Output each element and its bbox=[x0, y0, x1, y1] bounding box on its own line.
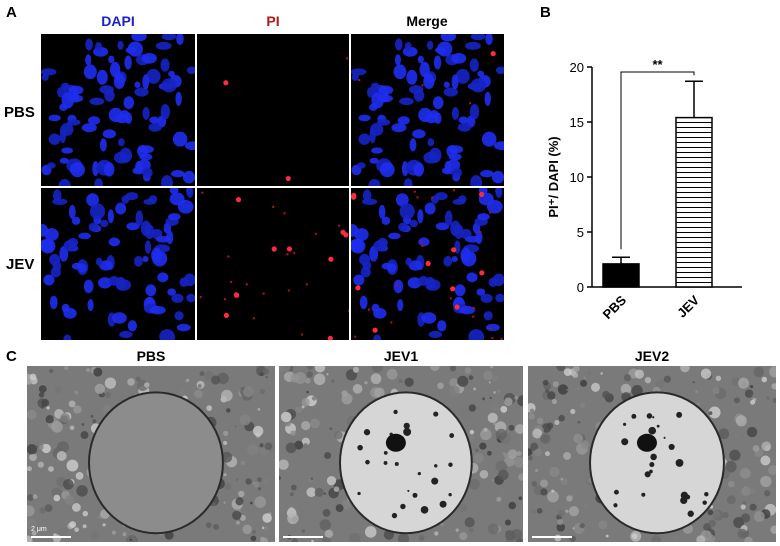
panel-c-letter: C bbox=[6, 348, 17, 365]
em-image-pbs: 2 μm bbox=[27, 366, 275, 542]
x-tick-label: JEV bbox=[674, 292, 702, 320]
column-header-merge: Merge bbox=[406, 13, 448, 29]
em-title-jev2: JEV2 bbox=[634, 348, 670, 364]
y-tick-label: 20 bbox=[570, 60, 584, 75]
y-tick-label: 10 bbox=[570, 170, 584, 185]
y-tick-label: 15 bbox=[570, 115, 584, 130]
bar-jev bbox=[675, 116, 713, 288]
tile-pi-pbs bbox=[197, 34, 349, 186]
row-label-pbs: PBS bbox=[4, 104, 35, 121]
tile-dapi-pbs bbox=[41, 34, 195, 186]
row-label-jev: JEV bbox=[6, 256, 35, 273]
scale-bar bbox=[532, 536, 572, 538]
y-tick-label: 5 bbox=[577, 225, 584, 240]
em-title-jev1: JEV1 bbox=[383, 348, 419, 364]
scale-bar bbox=[283, 536, 323, 538]
panel-a-letter: A bbox=[6, 4, 17, 21]
y-axis-label: PI⁺/ DAPI (%) bbox=[546, 136, 561, 217]
significance-label: ** bbox=[652, 57, 663, 72]
panel-b-letter: B bbox=[540, 4, 551, 21]
scale-bar-label: 2 μm bbox=[31, 526, 47, 533]
tile-merge-jev bbox=[351, 188, 504, 340]
bar-pbs bbox=[602, 263, 640, 288]
em-image-jev1 bbox=[279, 366, 523, 542]
bar-chart: 0 5 10 15 20 PI⁺/ DAPI (%) PBS JEV ** bbox=[546, 57, 742, 322]
scale-bar bbox=[31, 536, 71, 538]
tile-merge-pbs bbox=[351, 34, 504, 186]
column-header-dapi: DAPI bbox=[101, 13, 135, 29]
tile-dapi-jev bbox=[41, 188, 195, 340]
y-tick-label: 0 bbox=[577, 280, 584, 295]
significance-bracket bbox=[620, 71, 695, 250]
tile-pi-jev bbox=[197, 188, 349, 340]
em-title-pbs: PBS bbox=[136, 348, 166, 364]
column-header-pi: PI bbox=[266, 13, 280, 29]
fluorescence-grid bbox=[41, 34, 504, 340]
em-image-jev2 bbox=[528, 366, 776, 542]
x-tick-label: PBS bbox=[600, 292, 630, 322]
